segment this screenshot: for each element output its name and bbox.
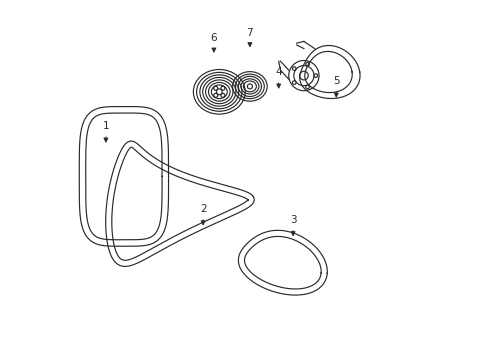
Text: 4: 4 — [275, 67, 282, 88]
Text: 2: 2 — [200, 204, 206, 225]
Text: 6: 6 — [210, 33, 217, 52]
Text: 1: 1 — [102, 121, 109, 142]
Text: 7: 7 — [246, 28, 253, 46]
Text: 5: 5 — [332, 76, 339, 97]
Text: 3: 3 — [289, 215, 296, 235]
